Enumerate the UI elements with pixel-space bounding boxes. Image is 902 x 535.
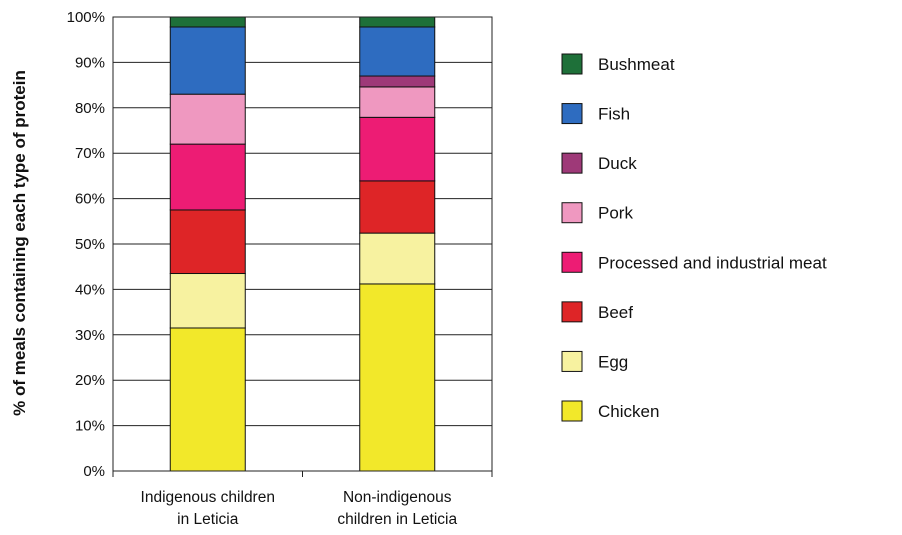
- legend-item: Duck: [561, 152, 637, 174]
- y-tick-label: 70%: [75, 145, 105, 162]
- x-category-label: Indigenous children in Leticia: [141, 489, 275, 528]
- legend-label: Beef: [598, 303, 633, 322]
- legend-swatch: [561, 152, 583, 174]
- category-labels: Indigenous children in Leticia Non-indigen…: [141, 489, 458, 528]
- legend-swatch: [561, 350, 583, 372]
- legend-item: Beef: [561, 301, 633, 323]
- y-tick-label: 80%: [75, 100, 105, 117]
- bar-segment: [359, 180, 436, 234]
- bar-segment: [359, 26, 436, 77]
- y-tick-label: 20%: [75, 372, 105, 389]
- legend-item: Pork: [561, 202, 633, 224]
- y-tick-label: 50%: [75, 236, 105, 253]
- legend-swatch: [561, 202, 583, 224]
- legend-label: Egg: [598, 352, 628, 371]
- y-tick-label: 40%: [75, 281, 105, 298]
- bar-segment: [359, 86, 436, 118]
- y-tick-label: 90%: [75, 54, 105, 71]
- bar-segment: [359, 283, 436, 472]
- legend-swatch: [561, 103, 583, 125]
- legend: Bushmeat Fish Duck Pork Processed and indust…: [561, 53, 827, 422]
- y-tick-label: 30%: [75, 327, 105, 344]
- y-tick-label: 60%: [75, 191, 105, 208]
- x-category-label: Non-indigenous children in Leticia: [337, 489, 457, 528]
- bars: [169, 16, 436, 472]
- y-tick-label: 0%: [83, 463, 105, 480]
- y-axis-label: % of meals containing each type of prote…: [10, 70, 29, 416]
- legend-label: Pork: [598, 204, 633, 223]
- legend-swatch: [561, 400, 583, 422]
- bar-segment: [169, 16, 246, 28]
- legend-swatch: [561, 251, 583, 273]
- legend-label: Fish: [598, 105, 630, 124]
- y-tick-label: 10%: [75, 418, 105, 435]
- legend-item: Chicken: [561, 400, 659, 422]
- legend-swatch: [561, 53, 583, 75]
- y-tick-labels: 0% 10% 20% 30% 40% 50% 60% 70% 80% 90% 100%: [67, 9, 105, 480]
- legend-item: Egg: [561, 350, 628, 372]
- legend-item: Bushmeat: [561, 53, 675, 75]
- bar-segment: [359, 75, 436, 88]
- bar-segment: [359, 116, 436, 182]
- legend-item: Processed and industrial meat: [561, 251, 827, 273]
- bar-segment: [169, 26, 246, 95]
- bar-segment: [169, 273, 246, 329]
- legend-label: Duck: [598, 154, 637, 173]
- legend-label: Bushmeat: [598, 55, 675, 74]
- legend-swatch: [561, 301, 583, 323]
- bar-segment: [169, 327, 246, 472]
- axes: [112, 16, 493, 477]
- bar-segment: [169, 93, 246, 145]
- bar-segment: [169, 209, 246, 275]
- bar-segment: [169, 143, 246, 211]
- legend-label: Chicken: [598, 402, 659, 421]
- y-tick-label: 100%: [67, 9, 105, 26]
- legend-label: Processed and industrial meat: [598, 253, 827, 272]
- legend-item: Fish: [561, 103, 630, 125]
- bar-segment: [359, 16, 436, 28]
- bar-segment: [359, 232, 436, 285]
